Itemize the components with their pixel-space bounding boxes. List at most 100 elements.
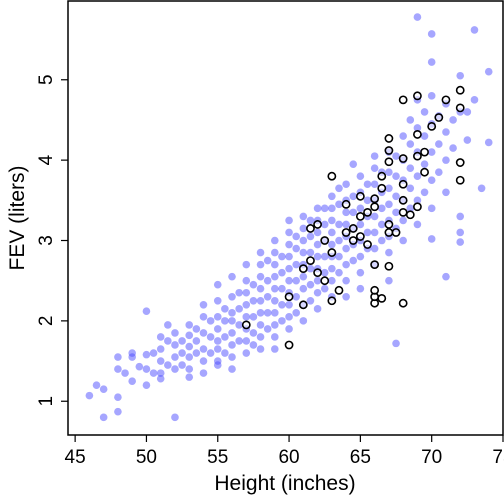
nonsmoker-point bbox=[299, 212, 308, 221]
nonsmoker-point bbox=[171, 413, 179, 422]
nonsmoker-point bbox=[342, 260, 350, 269]
nonsmoker-point bbox=[456, 212, 465, 221]
nonsmoker-point bbox=[456, 238, 465, 246]
nonsmoker-point bbox=[206, 317, 215, 325]
nonsmoker-point bbox=[285, 325, 293, 333]
nonsmoker-point bbox=[377, 204, 386, 213]
nonsmoker-point bbox=[228, 272, 236, 281]
nonsmoker-point bbox=[192, 325, 201, 333]
smoker-point bbox=[413, 130, 422, 139]
nonsmoker-point bbox=[356, 252, 365, 261]
smoker-point bbox=[370, 202, 380, 212]
y-axis-title: FEV (liters) bbox=[6, 166, 29, 271]
nonsmoker-point bbox=[271, 345, 279, 353]
nonsmoker-point bbox=[228, 365, 236, 373]
nonsmoker-point bbox=[128, 349, 136, 357]
nonsmoker-point bbox=[320, 268, 329, 277]
nonsmoker-point bbox=[456, 228, 465, 237]
nonsmoker-point bbox=[406, 184, 415, 193]
nonsmoker-point bbox=[299, 248, 308, 257]
nonsmoker-point bbox=[349, 160, 358, 168]
smoker-point bbox=[384, 157, 394, 167]
nonsmoker-point bbox=[399, 216, 407, 225]
nonsmoker-point bbox=[242, 288, 251, 297]
nonsmoker-point bbox=[377, 236, 386, 245]
nonsmoker-point bbox=[442, 156, 450, 164]
nonsmoker-point bbox=[156, 374, 165, 383]
smoker-point bbox=[313, 220, 322, 229]
x-axis: 45 50 55 60 65 70 75 bbox=[65, 435, 504, 468]
y-tick-label: 5 bbox=[36, 74, 57, 85]
nonsmoker-point bbox=[356, 268, 365, 277]
nonsmoker-point bbox=[306, 296, 315, 305]
x-tick-label: 60 bbox=[278, 447, 299, 468]
nonsmoker-point bbox=[271, 236, 279, 245]
y-tick-label: 1 bbox=[36, 396, 57, 407]
nonsmoker-point bbox=[427, 58, 436, 66]
nonsmoker-point bbox=[356, 220, 365, 229]
nonsmoker-point bbox=[356, 204, 365, 213]
nonsmoker-point bbox=[335, 236, 343, 245]
nonsmoker-point bbox=[285, 252, 293, 261]
nonsmoker-point bbox=[285, 313, 293, 321]
smoker-point bbox=[284, 340, 294, 350]
nonsmoker-point bbox=[313, 305, 322, 313]
nonsmoker-point bbox=[463, 108, 472, 116]
nonsmoker-point bbox=[235, 305, 243, 313]
nonsmoker-point bbox=[171, 341, 179, 349]
nonsmoker-point bbox=[271, 284, 279, 293]
nonsmoker-point bbox=[271, 333, 279, 341]
smoker-point bbox=[455, 175, 465, 185]
nonsmoker-point bbox=[328, 216, 336, 225]
nonsmoker-point bbox=[313, 240, 322, 249]
nonsmoker-point bbox=[385, 168, 393, 176]
nonsmoker-point bbox=[328, 192, 336, 201]
nonsmoker-point bbox=[135, 362, 144, 371]
nonsmoker-point bbox=[249, 313, 258, 321]
smoker-point bbox=[398, 154, 408, 163]
nonsmoker-point bbox=[156, 369, 165, 377]
nonsmoker-point bbox=[256, 333, 265, 341]
smoker-point bbox=[370, 194, 380, 204]
nonsmoker-point bbox=[178, 361, 186, 369]
nonsmoker-point bbox=[213, 361, 222, 369]
x-axis-title: Height (inches) bbox=[214, 472, 355, 495]
nonsmoker-point bbox=[206, 333, 215, 341]
nonsmoker-point bbox=[413, 196, 422, 205]
nonsmoker-point bbox=[385, 276, 393, 285]
nonsmoker-point bbox=[278, 317, 286, 325]
nonsmoker-point bbox=[285, 216, 293, 225]
nonsmoker-point bbox=[285, 228, 293, 237]
nonsmoker-point bbox=[256, 260, 265, 269]
smoker-point bbox=[341, 228, 351, 237]
smoker-point bbox=[398, 195, 408, 205]
nonsmoker-point bbox=[335, 184, 343, 193]
smoker-point bbox=[241, 320, 251, 330]
smoker-point bbox=[298, 300, 308, 310]
nonsmoker-point bbox=[114, 407, 122, 416]
nonsmoker-point bbox=[299, 236, 308, 245]
smoker-point bbox=[320, 276, 330, 286]
nonsmoker-point bbox=[370, 152, 379, 160]
nonsmoker-point bbox=[114, 353, 122, 361]
nonsmoker-point bbox=[292, 309, 300, 317]
nonsmoker-point bbox=[171, 365, 179, 373]
nonsmoker-point bbox=[114, 365, 122, 373]
smoker-point bbox=[370, 260, 380, 270]
nonsmoker-point bbox=[263, 256, 272, 265]
nonsmoker-point bbox=[342, 292, 350, 301]
nonsmoker-point bbox=[206, 349, 215, 357]
nonsmoker-point bbox=[142, 365, 151, 373]
nonsmoker-point bbox=[484, 138, 493, 147]
nonsmoker-point bbox=[256, 296, 265, 305]
nonsmoker-point bbox=[228, 353, 236, 361]
nonsmoker-point bbox=[342, 220, 350, 229]
nonsmoker-point bbox=[320, 284, 329, 293]
nonsmoker-point bbox=[149, 349, 158, 357]
nonsmoker-point bbox=[85, 391, 94, 400]
smoker-point bbox=[355, 232, 365, 241]
nonsmoker-point bbox=[349, 208, 358, 217]
nonsmoker-point bbox=[420, 108, 429, 116]
nonsmoker-point bbox=[156, 345, 165, 353]
smoker-point bbox=[391, 228, 401, 237]
